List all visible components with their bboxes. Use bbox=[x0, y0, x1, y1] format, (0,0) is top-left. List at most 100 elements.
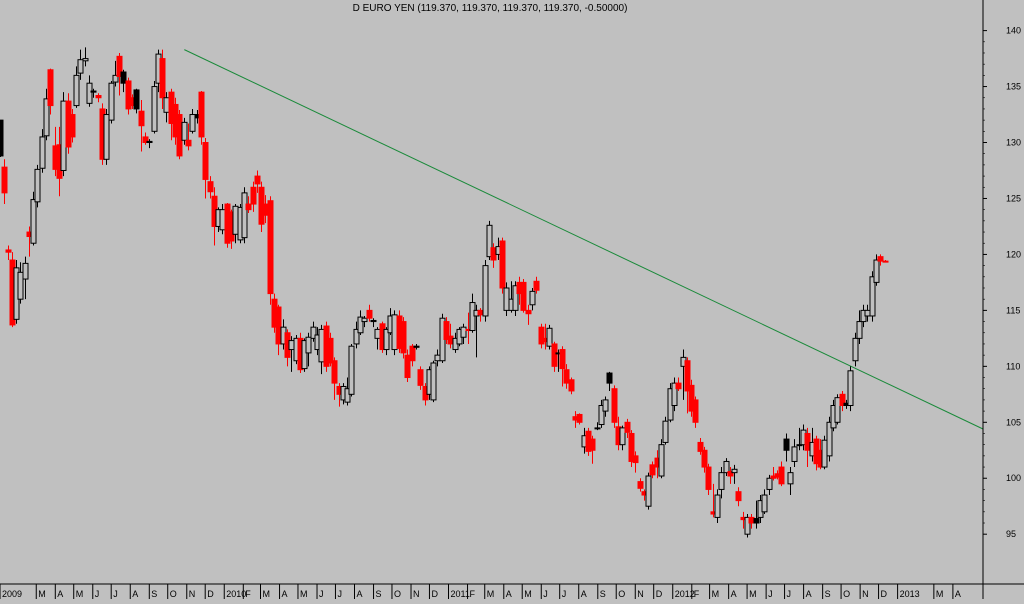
candle-body bbox=[73, 74, 80, 107]
candle-body bbox=[47, 69, 54, 107]
y-tick-label: 140 bbox=[1006, 26, 1021, 36]
candle-body bbox=[60, 100, 67, 171]
candle bbox=[73, 66, 80, 108]
candle bbox=[727, 467, 734, 484]
candle-body bbox=[460, 326, 467, 338]
candle bbox=[688, 379, 695, 417]
candle-body bbox=[370, 319, 377, 323]
candle-body bbox=[327, 337, 334, 364]
candle-body bbox=[852, 337, 859, 362]
candle bbox=[731, 464, 738, 484]
candle-body bbox=[877, 256, 884, 262]
candle-body bbox=[714, 494, 721, 518]
candle-body bbox=[761, 494, 768, 513]
candle-body bbox=[718, 472, 725, 490]
candle-body bbox=[701, 449, 708, 468]
candle bbox=[869, 271, 876, 322]
candle bbox=[619, 425, 626, 451]
candle-body bbox=[723, 460, 730, 474]
candle-body bbox=[619, 427, 626, 446]
y-tick-label: 120 bbox=[1006, 249, 1021, 259]
candle-body bbox=[731, 468, 738, 474]
candle-body bbox=[267, 200, 274, 295]
candle bbox=[606, 371, 613, 391]
candle-body bbox=[834, 397, 841, 423]
x-tick-label: N bbox=[637, 589, 644, 599]
candle bbox=[778, 461, 785, 487]
candle bbox=[116, 52, 123, 96]
candle-body bbox=[202, 142, 209, 180]
candle-body bbox=[684, 360, 691, 392]
x-tick-label: 2012 bbox=[675, 589, 695, 599]
candle bbox=[718, 467, 725, 499]
candle-body bbox=[697, 441, 704, 452]
x-tick-label: J bbox=[319, 589, 324, 599]
candle-body bbox=[873, 259, 880, 283]
candle-body bbox=[361, 317, 368, 323]
candle-body bbox=[783, 438, 790, 451]
candle-body bbox=[735, 491, 742, 502]
candle-body bbox=[559, 349, 566, 370]
candle-body bbox=[568, 379, 575, 392]
candle-body bbox=[357, 316, 364, 334]
candle bbox=[753, 500, 760, 529]
candle bbox=[181, 117, 188, 145]
candle bbox=[538, 323, 545, 349]
candle bbox=[202, 138, 209, 199]
candle bbox=[331, 357, 338, 400]
candle-body bbox=[17, 271, 24, 300]
candle-body bbox=[727, 471, 734, 477]
x-tick-label: F bbox=[470, 589, 476, 599]
candle bbox=[834, 394, 841, 425]
candle-body bbox=[116, 55, 123, 77]
candle bbox=[714, 489, 721, 524]
candle-body bbox=[400, 321, 407, 354]
candle-body bbox=[409, 345, 416, 362]
candle bbox=[370, 318, 377, 328]
candle-body bbox=[602, 399, 609, 412]
candle bbox=[826, 416, 833, 462]
candle bbox=[791, 439, 798, 468]
x-tick-label: M bbox=[76, 589, 84, 599]
candle-body bbox=[589, 438, 596, 451]
candle bbox=[125, 77, 132, 115]
candle bbox=[856, 310, 863, 344]
candle bbox=[301, 338, 308, 372]
candle bbox=[486, 220, 493, 261]
x-tick-label: M bbox=[300, 589, 308, 599]
candle bbox=[357, 310, 364, 335]
x-tick-label: 2009 bbox=[2, 589, 22, 599]
candle bbox=[310, 321, 317, 342]
candle bbox=[723, 458, 730, 477]
candle bbox=[821, 435, 828, 470]
candle bbox=[219, 204, 226, 235]
candle bbox=[327, 332, 334, 367]
x-tick-label: 2010 bbox=[226, 589, 246, 599]
candle bbox=[146, 139, 153, 149]
candle-body bbox=[546, 327, 553, 347]
candle-body bbox=[529, 290, 536, 306]
candle bbox=[589, 435, 596, 464]
x-tick-label: A bbox=[731, 589, 737, 599]
candle-body bbox=[207, 181, 214, 193]
candle-body bbox=[856, 321, 863, 339]
candle bbox=[852, 332, 859, 367]
candle-body bbox=[391, 314, 398, 351]
x-tick-label: O bbox=[394, 589, 401, 599]
candle-body bbox=[594, 427, 601, 430]
candle bbox=[529, 287, 536, 311]
candle bbox=[804, 427, 811, 468]
candle bbox=[675, 377, 682, 391]
candle-body bbox=[576, 413, 583, 423]
candle bbox=[383, 327, 390, 356]
candle-body bbox=[434, 354, 441, 362]
candle bbox=[525, 304, 532, 325]
candle bbox=[692, 396, 699, 428]
candle-body bbox=[430, 362, 437, 401]
x-tick-label: D bbox=[656, 589, 663, 599]
x-tick-label: O bbox=[618, 589, 625, 599]
candle-body bbox=[482, 265, 489, 317]
candle-body bbox=[490, 247, 497, 261]
candle-body bbox=[598, 405, 605, 426]
candle-body bbox=[637, 481, 644, 489]
